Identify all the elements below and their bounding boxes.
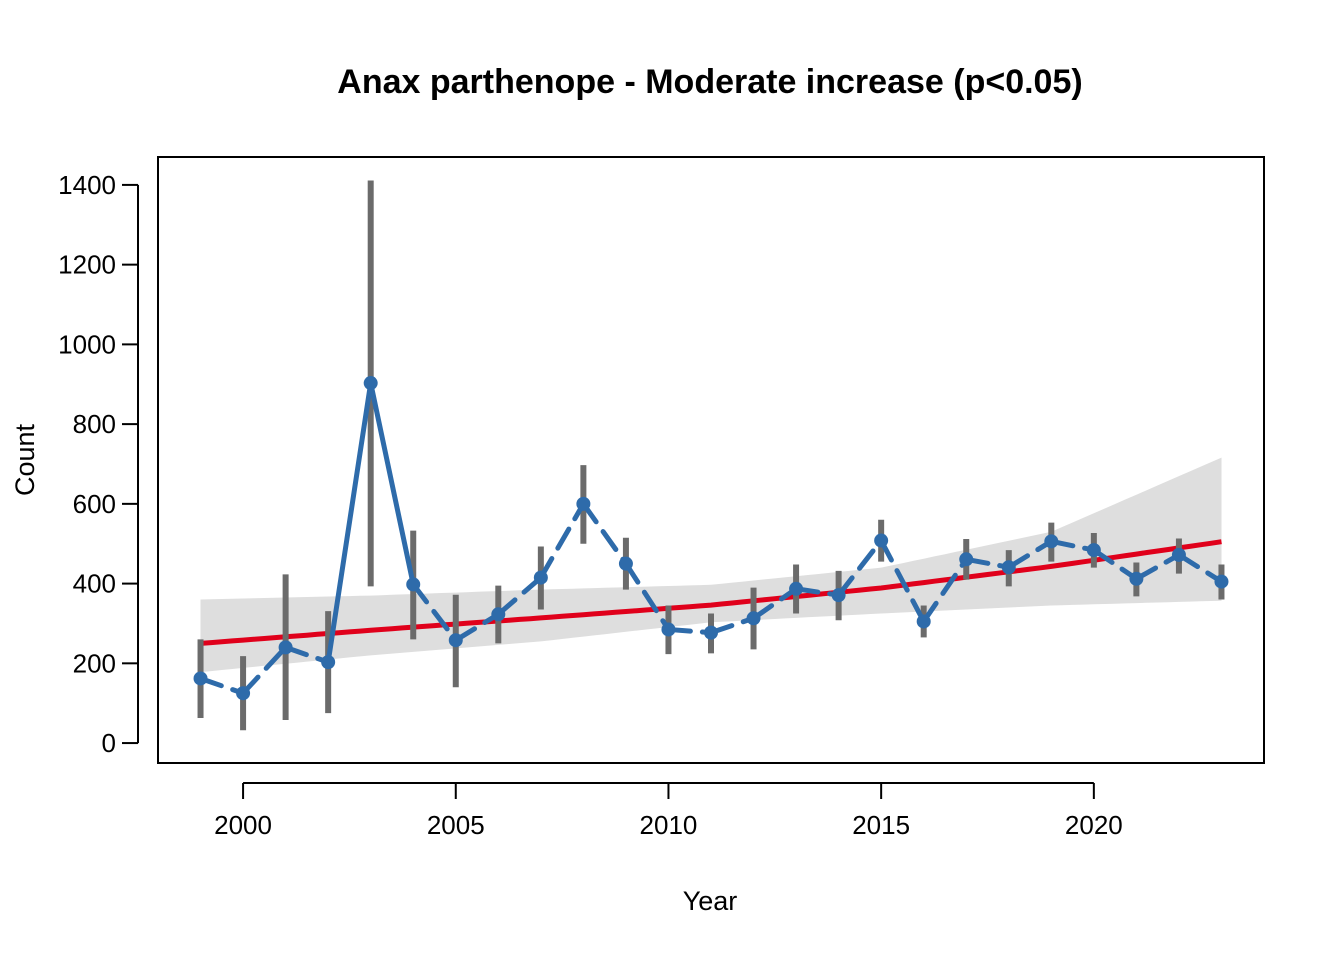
data-point bbox=[704, 625, 718, 640]
data-point bbox=[363, 376, 378, 391]
series-segment bbox=[623, 561, 671, 632]
y-axis: 0 200 400 600 800 1000 1200 1400 bbox=[58, 170, 139, 758]
observed-series-layer bbox=[193, 376, 1229, 701]
data-point bbox=[321, 655, 336, 670]
data-point bbox=[533, 570, 548, 585]
x-tick-label: 2005 bbox=[427, 810, 485, 840]
y-axis-label: Count bbox=[10, 423, 40, 496]
series-segment bbox=[963, 556, 1012, 570]
data-point bbox=[661, 622, 676, 637]
series-segment bbox=[325, 380, 374, 665]
x-tick-label: 2010 bbox=[640, 810, 698, 840]
plot-frame bbox=[157, 156, 1265, 764]
series-segment bbox=[751, 586, 799, 621]
data-point bbox=[916, 614, 931, 629]
series-segment bbox=[198, 675, 246, 696]
data-point bbox=[746, 611, 761, 626]
series-segment bbox=[793, 586, 842, 598]
series-segment bbox=[665, 626, 714, 636]
series-segment bbox=[1091, 547, 1139, 582]
series-segment bbox=[240, 644, 289, 696]
data-point bbox=[618, 556, 633, 571]
x-tick-label: 2000 bbox=[214, 810, 272, 840]
data-point bbox=[874, 533, 889, 548]
series-segment bbox=[921, 556, 969, 624]
data-point bbox=[1044, 534, 1059, 549]
series-segment bbox=[708, 615, 757, 636]
series-segment bbox=[495, 575, 544, 617]
y-tick-label: 1400 bbox=[58, 170, 116, 200]
series-segment bbox=[1133, 552, 1182, 582]
trend-line bbox=[200, 539, 1222, 646]
data-point bbox=[576, 496, 591, 511]
trend-line-layer bbox=[200, 539, 1222, 646]
x-tick-label: 2020 bbox=[1065, 810, 1123, 840]
x-axis: 2000 2005 2010 2015 2020 bbox=[214, 782, 1123, 840]
y-tick-label: 0 bbox=[102, 728, 116, 758]
chart-title: Anax parthenope - Moderate increase (p<0… bbox=[337, 63, 1082, 101]
x-tick-label: 2015 bbox=[852, 810, 910, 840]
y-tick-label: 600 bbox=[73, 489, 116, 519]
data-point bbox=[1086, 543, 1101, 558]
data-point bbox=[1214, 574, 1229, 589]
y-tick-label: 1200 bbox=[58, 250, 116, 280]
y-tick-label: 200 bbox=[73, 648, 116, 678]
data-point bbox=[789, 581, 804, 596]
series-segment bbox=[580, 501, 629, 567]
y-tick-label: 400 bbox=[73, 569, 116, 599]
y-tick-label: 800 bbox=[73, 409, 116, 439]
data-point bbox=[1001, 560, 1016, 575]
data-point bbox=[278, 640, 293, 655]
series-segment bbox=[878, 538, 927, 624]
series-segment bbox=[1176, 552, 1224, 585]
series-segment bbox=[283, 644, 331, 665]
data-point bbox=[959, 552, 974, 567]
data-point bbox=[1129, 571, 1144, 586]
series-segment bbox=[368, 380, 416, 587]
data-point bbox=[236, 686, 251, 701]
series-segment bbox=[1006, 538, 1054, 570]
data-point bbox=[491, 607, 506, 622]
series-segment bbox=[538, 501, 586, 581]
data-point bbox=[448, 633, 463, 648]
data-point bbox=[831, 588, 846, 603]
series-segment bbox=[410, 581, 459, 643]
x-axis-label: Year bbox=[683, 886, 738, 916]
data-point bbox=[193, 671, 208, 686]
series-segment bbox=[1048, 538, 1097, 553]
series-segment bbox=[836, 538, 884, 598]
data-point bbox=[406, 577, 421, 592]
y-tick-label: 1000 bbox=[58, 329, 116, 359]
data-point bbox=[1171, 547, 1186, 562]
series-segment bbox=[453, 611, 501, 643]
